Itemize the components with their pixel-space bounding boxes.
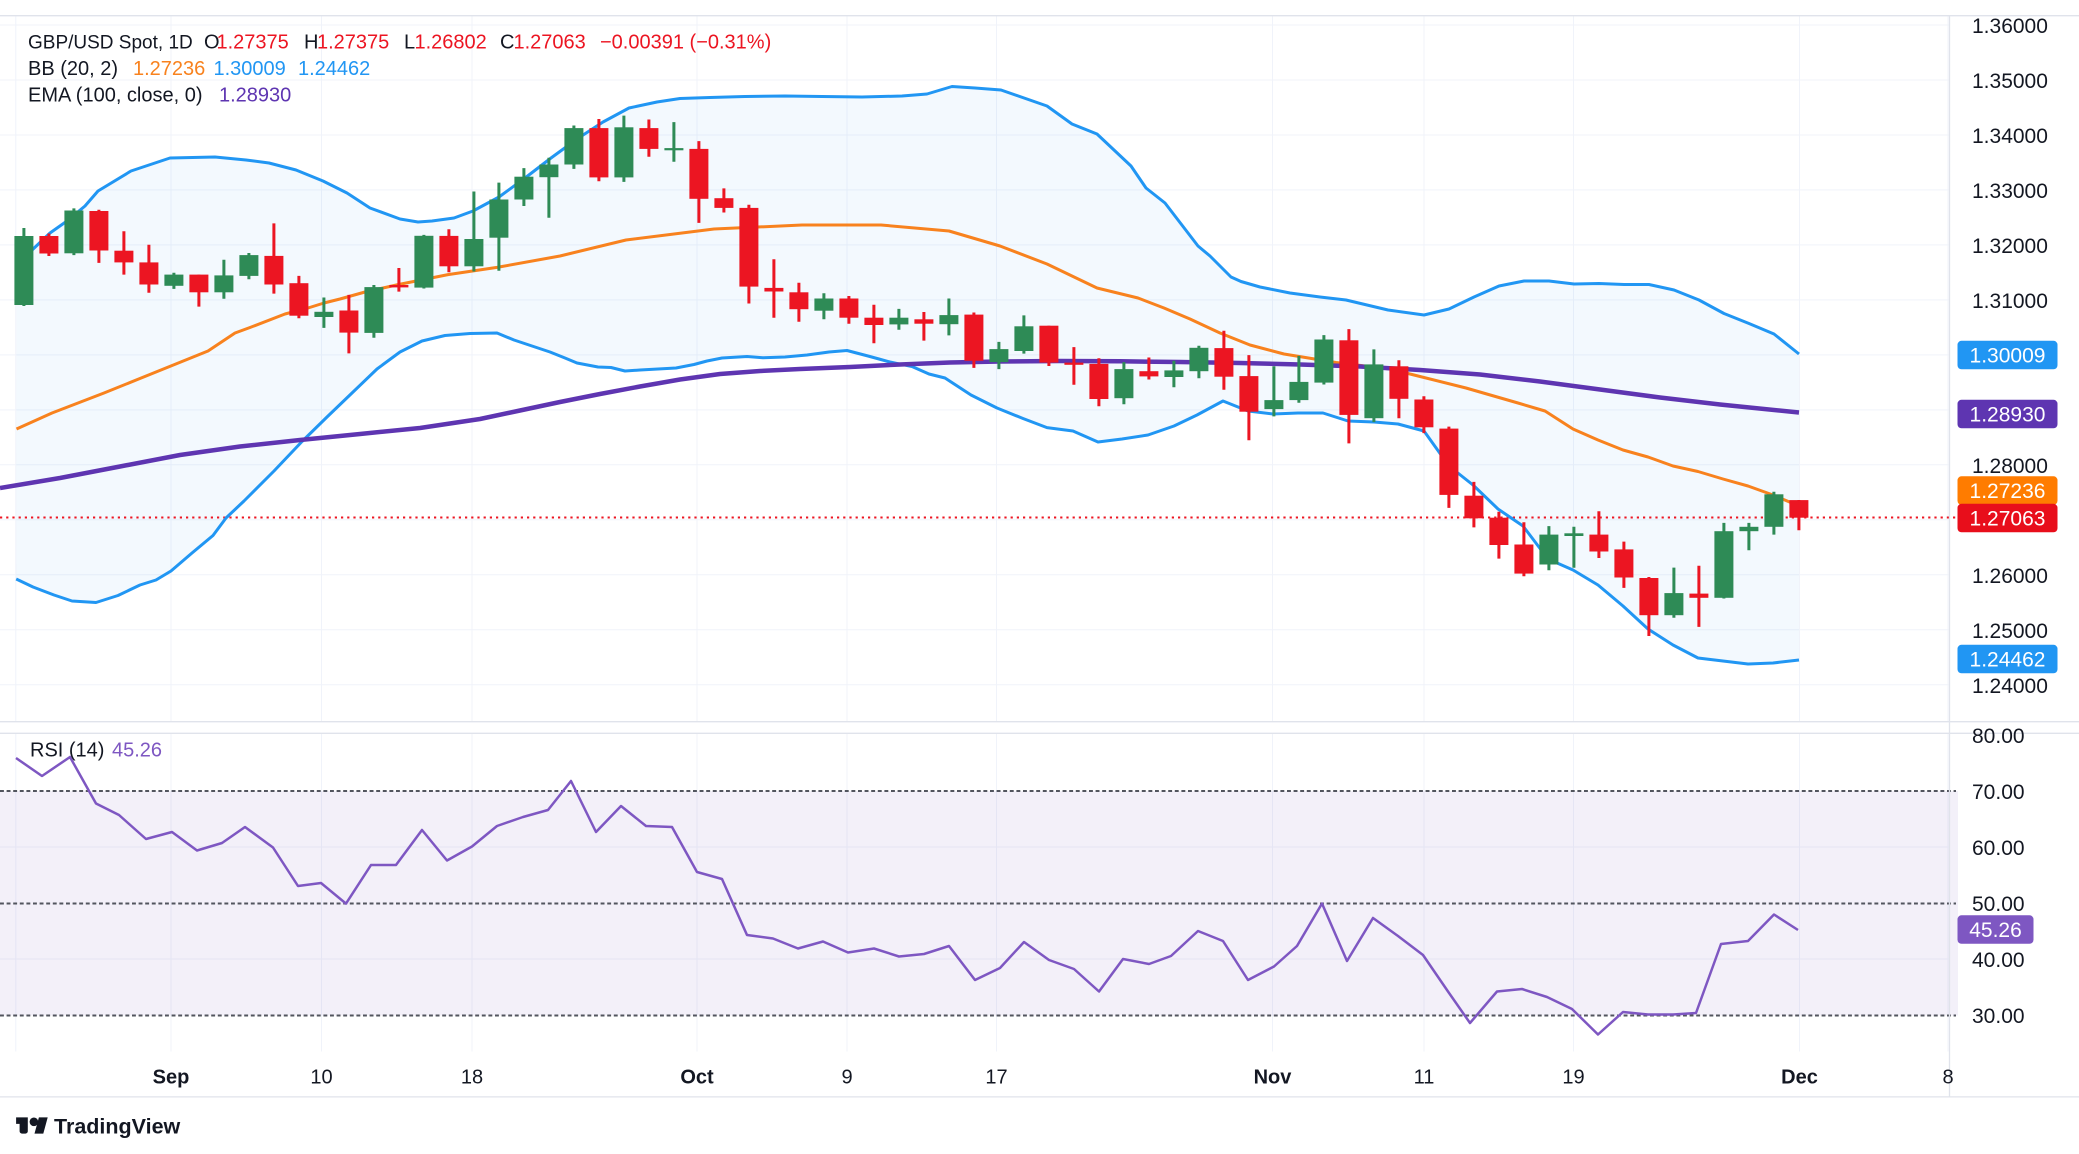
svg-text:Sep: Sep: [153, 1067, 190, 1089]
svg-text:1.36000: 1.36000: [1972, 15, 2048, 38]
svg-text:1.33000: 1.33000: [1972, 180, 2048, 203]
svg-text:1.27375: 1.27375: [317, 32, 389, 54]
svg-text:1.24000: 1.24000: [1972, 675, 2048, 698]
svg-text:Dec: Dec: [1781, 1067, 1818, 1089]
svg-text:9: 9: [841, 1067, 852, 1089]
svg-text:40.00: 40.00: [1972, 949, 2025, 972]
svg-text:−0.00391 (−0.31%): −0.00391 (−0.31%): [600, 32, 771, 54]
svg-text:Nov: Nov: [1254, 1067, 1293, 1089]
svg-text:1.26802: 1.26802: [415, 32, 487, 54]
svg-text:1.27063: 1.27063: [1970, 508, 2046, 531]
svg-text:30.00: 30.00: [1972, 1005, 2025, 1028]
svg-text:1.34000: 1.34000: [1972, 125, 2048, 148]
svg-text:1.28000: 1.28000: [1972, 455, 2048, 478]
svg-text:17: 17: [985, 1067, 1007, 1089]
svg-text:1.24462: 1.24462: [298, 58, 370, 80]
svg-text:1.27375: 1.27375: [217, 32, 289, 54]
svg-text:O: O: [204, 32, 220, 54]
svg-text:BB (20, 2): BB (20, 2): [28, 58, 118, 80]
svg-text:45.26: 45.26: [1969, 919, 2022, 942]
svg-text:TradingView: TradingView: [54, 1115, 181, 1139]
svg-text:1.27063: 1.27063: [514, 32, 586, 54]
svg-text:1.32000: 1.32000: [1972, 235, 2048, 258]
svg-text:11: 11: [1414, 1067, 1435, 1089]
svg-text:18: 18: [461, 1067, 483, 1089]
svg-text:C: C: [500, 32, 514, 54]
svg-text:1.26000: 1.26000: [1972, 565, 2048, 588]
svg-text:8: 8: [1942, 1067, 1953, 1089]
svg-text:1.28930: 1.28930: [219, 85, 291, 107]
svg-text:L: L: [404, 32, 415, 54]
svg-text:80.00: 80.00: [1972, 725, 2025, 748]
svg-text:H: H: [304, 32, 318, 54]
svg-text:EMA (100, close, 0): EMA (100, close, 0): [28, 85, 203, 107]
svg-text:1.35000: 1.35000: [1972, 70, 2048, 93]
svg-text:1.24462: 1.24462: [1970, 649, 2046, 672]
svg-text:Oct: Oct: [680, 1067, 714, 1089]
svg-text:1.31000: 1.31000: [1972, 290, 2048, 313]
svg-text:60.00: 60.00: [1972, 837, 2025, 860]
svg-text:1.27236: 1.27236: [1970, 480, 2046, 503]
svg-text:GBP/USD Spot, 1D: GBP/USD Spot, 1D: [28, 33, 193, 54]
svg-text:45.26: 45.26: [112, 740, 162, 762]
svg-text:1.25000: 1.25000: [1972, 620, 2048, 643]
svg-text:70.00: 70.00: [1972, 781, 2025, 804]
svg-text:1.27236: 1.27236: [133, 58, 205, 80]
svg-text:19: 19: [1562, 1067, 1584, 1089]
svg-text:RSI (14): RSI (14): [30, 740, 104, 762]
svg-text:1.30009: 1.30009: [1970, 345, 2046, 368]
svg-text:1.28930: 1.28930: [1970, 404, 2046, 427]
svg-text:50.00: 50.00: [1972, 893, 2025, 916]
svg-text:10: 10: [310, 1067, 332, 1089]
svg-text:1.30009: 1.30009: [214, 58, 286, 80]
